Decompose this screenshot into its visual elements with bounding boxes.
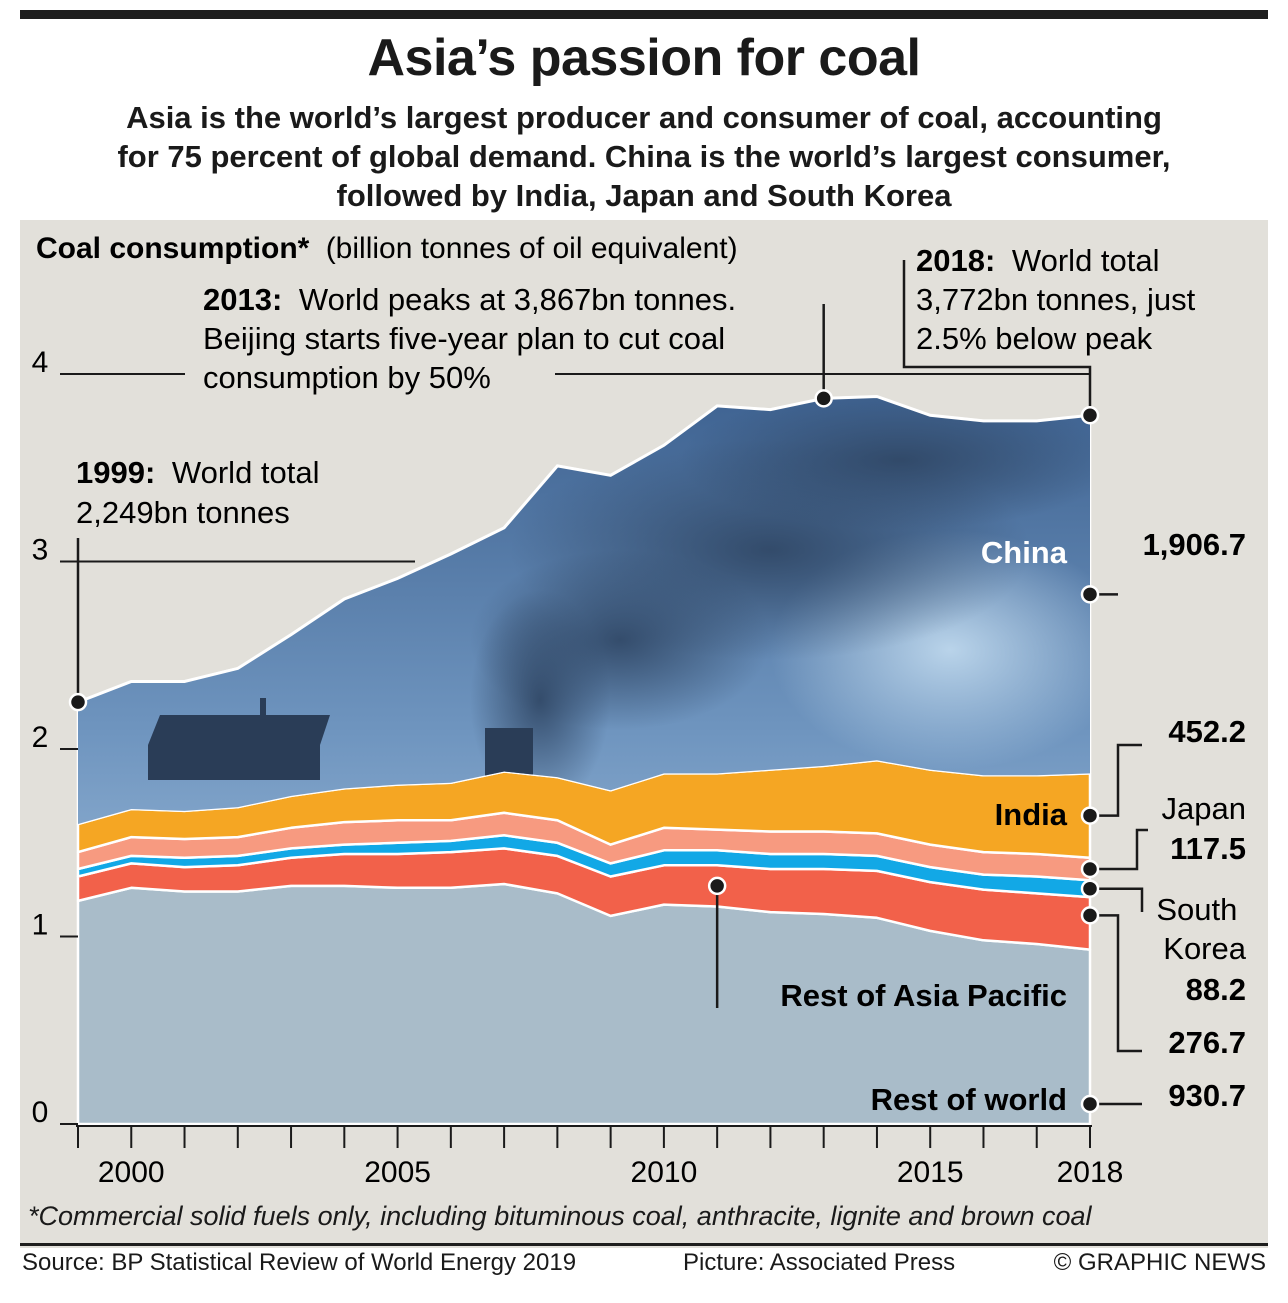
coal-area-chart: Coal consumption* (billion tonnes of oil… (32, 232, 1247, 1189)
dot-south-korea (1080, 879, 1100, 898)
value-india: 452.2 (1168, 714, 1246, 749)
chart-title: Coal consumption* (36, 232, 310, 265)
annotation-2018: 2018: World total 3,772bn tonnes, just 2… (916, 243, 1204, 356)
annotation-2018-line-2: 3,772bn tonnes, just (916, 282, 1196, 317)
label-south-korea-line-2: Korea (1163, 931, 1246, 966)
subtitle-line-2: for 75 percent of global demand. China i… (117, 139, 1171, 174)
subtitle: Asia is the world’s largest producer and… (30, 98, 1258, 215)
annotation-2013-line-1: World peaks at 3,867bn tonnes. (299, 282, 736, 317)
top-rule (20, 10, 1268, 19)
dot-rest-of-world (1080, 1094, 1100, 1114)
dot-2018 (1080, 406, 1100, 425)
x-tick-label: 2015 (897, 1156, 964, 1189)
annotation-2013-line-2: Beijing starts five-year plan to cut coa… (203, 321, 725, 356)
chart-heading: Coal consumption* (billion tonnes of oil… (36, 232, 738, 265)
subtitle-line-1: Asia is the world’s largest producer and… (126, 100, 1162, 135)
label-rest-of-world: Rest of world (871, 1082, 1067, 1117)
x-tick-label: 2010 (631, 1156, 698, 1189)
x-tick-label: 2000 (98, 1156, 165, 1189)
y-tick-label: 3 (32, 534, 49, 567)
callouts (68, 260, 1148, 1114)
value-rest-of-world: 930.7 (1168, 1078, 1246, 1113)
y-tick-label: 4 (32, 346, 49, 379)
label-south-korea-line-1: South (1156, 892, 1237, 927)
footer-rule (20, 1243, 1268, 1246)
dot-1999 (68, 692, 88, 712)
annotation-2013-year: 2013: (203, 282, 282, 317)
value-rest-of-asia-pacific: 276.7 (1168, 1025, 1246, 1060)
page-title: Asia’s passion for coal (367, 29, 921, 87)
cooling-tower (148, 715, 330, 780)
label-india: India (995, 797, 1068, 832)
leader-india (1090, 743, 1142, 817)
dot-india (1080, 806, 1100, 825)
leader-2018 (902, 260, 1092, 416)
label-south-korea: South Korea (1156, 892, 1246, 966)
dot-rest-of-asia-pacific-label (707, 876, 727, 896)
annotation-2018-line-3: 2.5% below peak (916, 321, 1153, 356)
y-axis: 0 1 2 3 4 (32, 346, 1090, 1129)
leader-rest-of-asia-pacific (1090, 914, 1142, 1053)
x-axis: 2000 2005 2010 2015 2018 (76, 1125, 1124, 1189)
chart-panel: Coal consumption* (billion tonnes of oil… (20, 220, 1268, 1248)
label-japan: Japan (1162, 791, 1246, 826)
annotation-1999-line-1: World total (172, 455, 320, 490)
chimney (485, 728, 533, 780)
label-china: China (981, 535, 1068, 570)
dot-japan (1080, 859, 1100, 879)
value-japan: 117.5 (1170, 831, 1246, 866)
annotation-1999-year: 1999: (76, 455, 155, 490)
annotation-2018-year: 2018: (916, 243, 995, 278)
y-tick-label: 2 (32, 721, 49, 754)
world-total-line (77, 394, 1091, 704)
value-south-korea: 88.2 (1186, 972, 1246, 1007)
x-tick-label: 2018 (1057, 1156, 1124, 1189)
annotation-1999-line-2: 2,249bn tonnes (76, 495, 290, 530)
source-credit: Source: BP Statistical Review of World E… (22, 1249, 577, 1276)
dot-2013 (814, 389, 833, 408)
y-tick-label: 0 (32, 1096, 49, 1129)
agency-credit: © GRAPHIC NEWS (1053, 1249, 1266, 1276)
dot-china (1080, 585, 1100, 604)
y-tick-label: 1 (32, 909, 49, 942)
annotation-2013-line-3: consumption by 50% (203, 360, 491, 395)
annotation-2018-line-1: World total (1012, 243, 1160, 278)
footnote: *Commercial solid fuels only, including … (28, 1201, 1092, 1231)
smoke-cloud (680, 396, 1090, 530)
leader-japan (1090, 828, 1148, 871)
dot-rest-of-asia-pacific (1080, 906, 1100, 925)
subtitle-line-3: followed by India, Japan and South Korea (336, 178, 952, 213)
value-china: 1,906.7 (1143, 527, 1246, 562)
x-tick-label: 2005 (364, 1156, 431, 1189)
picture-credit: Picture: Associated Press (683, 1249, 956, 1276)
leader-south-korea (1090, 887, 1144, 912)
annotation-2013: 2013: World peaks at 3,867bn tonnes. Bei… (203, 282, 745, 395)
tower-mast (260, 698, 266, 718)
chart-unit-label: (billion tonnes of oil equivalent) (326, 232, 738, 265)
label-rest-of-asia-pacific: Rest of Asia Pacific (780, 978, 1067, 1013)
annotation-1999: 1999: World total 2,249bn tonnes (76, 455, 328, 530)
